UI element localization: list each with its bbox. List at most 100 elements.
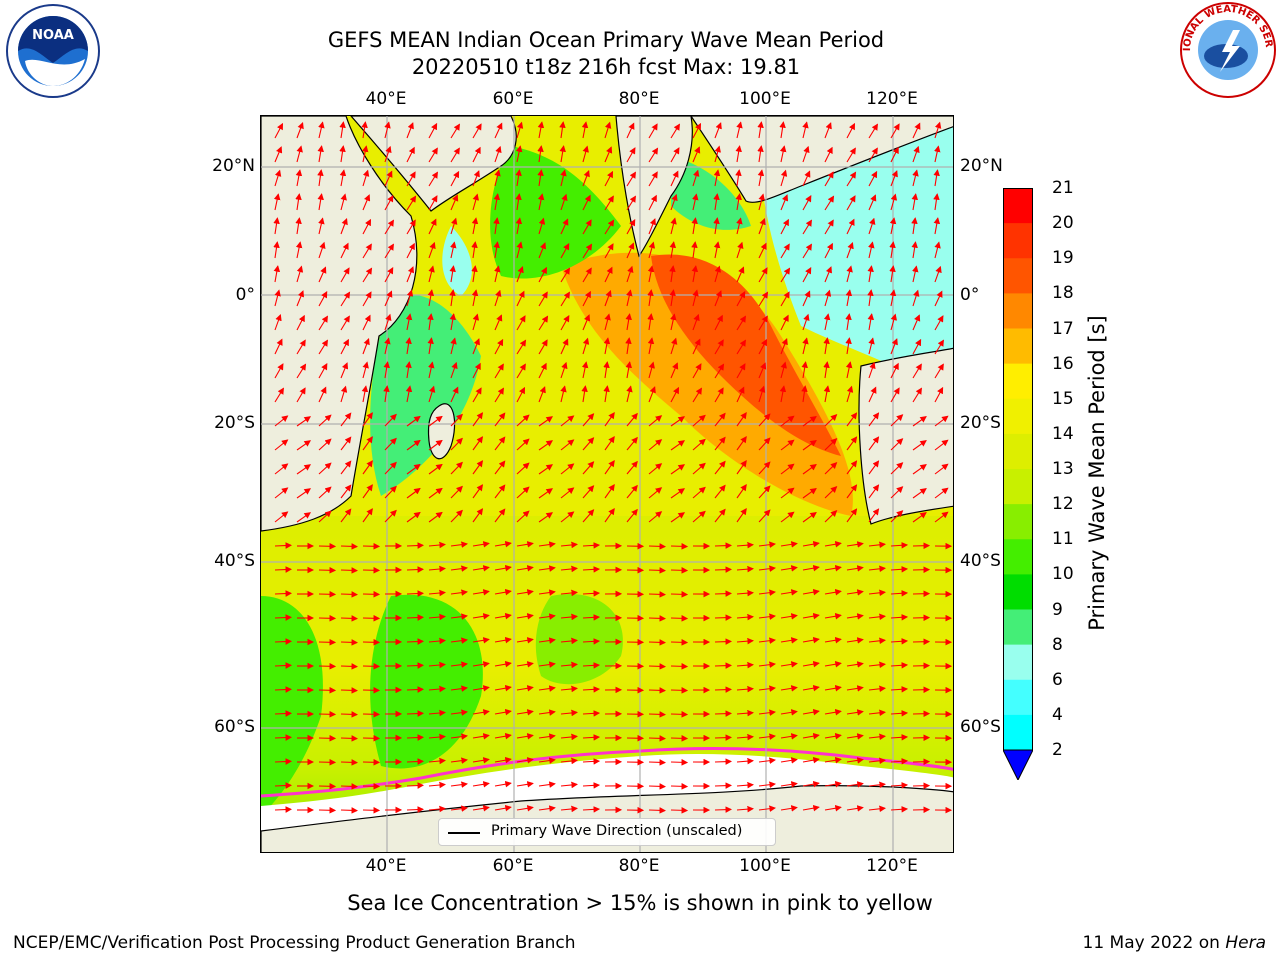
wave-direction-arrow <box>824 219 834 235</box>
wave-direction-arrow <box>538 362 547 379</box>
wave-direction-arrow <box>384 509 397 523</box>
wave-direction-arrow <box>912 387 922 403</box>
wave-direction-arrow <box>538 416 554 427</box>
wave-direction-arrow <box>648 687 667 694</box>
wave-direction-arrow <box>758 267 768 283</box>
wave-direction-arrow <box>449 313 457 331</box>
noaa-logo: NOAA <box>6 4 100 98</box>
wave-direction-arrow <box>648 543 667 550</box>
wave-direction-arrow <box>846 147 856 163</box>
wave-direction-arrow <box>626 289 633 307</box>
wave-direction-arrow <box>493 193 501 211</box>
wave-direction-arrow <box>538 541 556 548</box>
wave-direction-arrow <box>537 169 544 187</box>
wave-direction-arrow <box>691 265 699 283</box>
wave-direction-arrow <box>625 361 633 379</box>
wave-direction-arrow <box>625 337 632 355</box>
wave-direction-arrow <box>802 756 820 764</box>
wave-direction-arrow <box>406 758 425 765</box>
wave-direction-arrow <box>912 265 919 283</box>
wave-direction-arrow <box>846 218 855 235</box>
wave-direction-arrow <box>758 613 776 620</box>
wave-direction-arrow <box>384 337 391 355</box>
wave-direction-arrow <box>560 243 570 259</box>
wave-direction-arrow <box>780 487 795 499</box>
wave-direction-arrow <box>296 290 304 307</box>
wave-direction-arrow <box>427 313 434 331</box>
wave-direction-arrow <box>890 781 909 789</box>
wave-direction-arrow <box>516 241 523 259</box>
wave-direction-arrow <box>559 145 566 163</box>
wave-direction-arrow <box>648 386 656 403</box>
wave-direction-arrow <box>450 413 463 427</box>
wave-direction-arrow <box>846 757 864 764</box>
wave-direction-arrow <box>736 217 743 235</box>
colorbar-frame <box>1003 188 1033 751</box>
wave-direction-arrow <box>406 590 425 597</box>
wave-direction-arrow <box>824 732 842 740</box>
colorbar-segment <box>1003 539 1033 575</box>
wave-direction-arrow <box>802 195 812 211</box>
wave-direction-arrow <box>713 217 720 235</box>
wave-direction-arrow <box>406 734 425 741</box>
colorbar-segment <box>1003 504 1033 540</box>
wave-direction-arrow <box>736 291 746 307</box>
colorbar-segment <box>1003 433 1033 470</box>
wave-direction-arrow <box>450 757 468 764</box>
wave-direction-arrow <box>758 781 776 788</box>
wave-direction-arrow <box>780 805 798 812</box>
wave-direction-arrow <box>295 193 302 211</box>
wave-direction-arrow <box>736 241 744 259</box>
wave-direction-arrow <box>405 313 413 331</box>
wave-direction-arrow <box>912 145 920 163</box>
wave-direction-arrow <box>824 804 842 812</box>
wave-direction-arrow <box>846 709 864 716</box>
wave-direction-arrow <box>538 464 554 475</box>
bay-of-bengal-swell-zone <box>671 156 751 230</box>
wave-direction-arrow <box>538 589 556 596</box>
wave-direction-arrow <box>494 732 512 740</box>
wave-direction-arrow <box>692 338 701 355</box>
wave-direction-arrow <box>692 510 706 523</box>
wave-direction-arrow <box>758 242 767 259</box>
wave-direction-arrow <box>428 805 446 813</box>
wave-direction-arrow <box>890 362 899 379</box>
wave-direction-arrow <box>670 735 689 742</box>
wave-direction-arrow <box>472 565 490 572</box>
wave-direction-arrow <box>736 613 754 621</box>
wave-direction-arrow <box>274 289 281 307</box>
wave-direction-arrow <box>274 662 293 669</box>
wave-direction-arrow <box>471 241 478 259</box>
wave-direction-arrow <box>406 487 421 499</box>
wave-direction-arrow <box>516 805 534 812</box>
wave-direction-arrow <box>868 805 886 813</box>
wave-direction-arrow <box>494 684 512 692</box>
wave-direction-arrow <box>582 461 595 475</box>
wave-direction-arrow <box>384 485 397 499</box>
wave-direction-arrow <box>516 589 534 596</box>
wave-direction-arrow <box>758 733 776 740</box>
wave-direction-arrow <box>912 440 927 451</box>
wave-direction-arrow <box>868 361 876 379</box>
lat-label-left-60s: 60°S <box>214 717 255 737</box>
wave-direction-arrow <box>340 783 359 790</box>
wave-direction-arrow <box>406 511 421 523</box>
wave-direction-arrow <box>912 512 927 523</box>
wave-direction-arrow <box>736 459 747 475</box>
wave-direction-arrow <box>846 122 856 139</box>
wave-direction-arrow <box>340 508 352 523</box>
wave-direction-arrow <box>406 782 425 789</box>
wave-direction-arrow <box>582 337 590 355</box>
wave-direction-arrow <box>758 362 767 379</box>
wave-direction-arrow <box>428 487 443 499</box>
wave-direction-arrow <box>582 734 601 741</box>
colorbar-segment <box>1003 574 1033 610</box>
wave-direction-arrow <box>494 708 512 716</box>
wave-direction-arrow <box>472 123 482 139</box>
wave-direction-arrow <box>340 591 359 598</box>
wave-direction-arrow <box>868 386 877 403</box>
wave-direction-arrow <box>296 339 306 355</box>
wave-direction-arrow <box>670 147 680 163</box>
wave-direction-arrow <box>472 508 484 523</box>
wave-direction-arrow <box>362 337 370 355</box>
